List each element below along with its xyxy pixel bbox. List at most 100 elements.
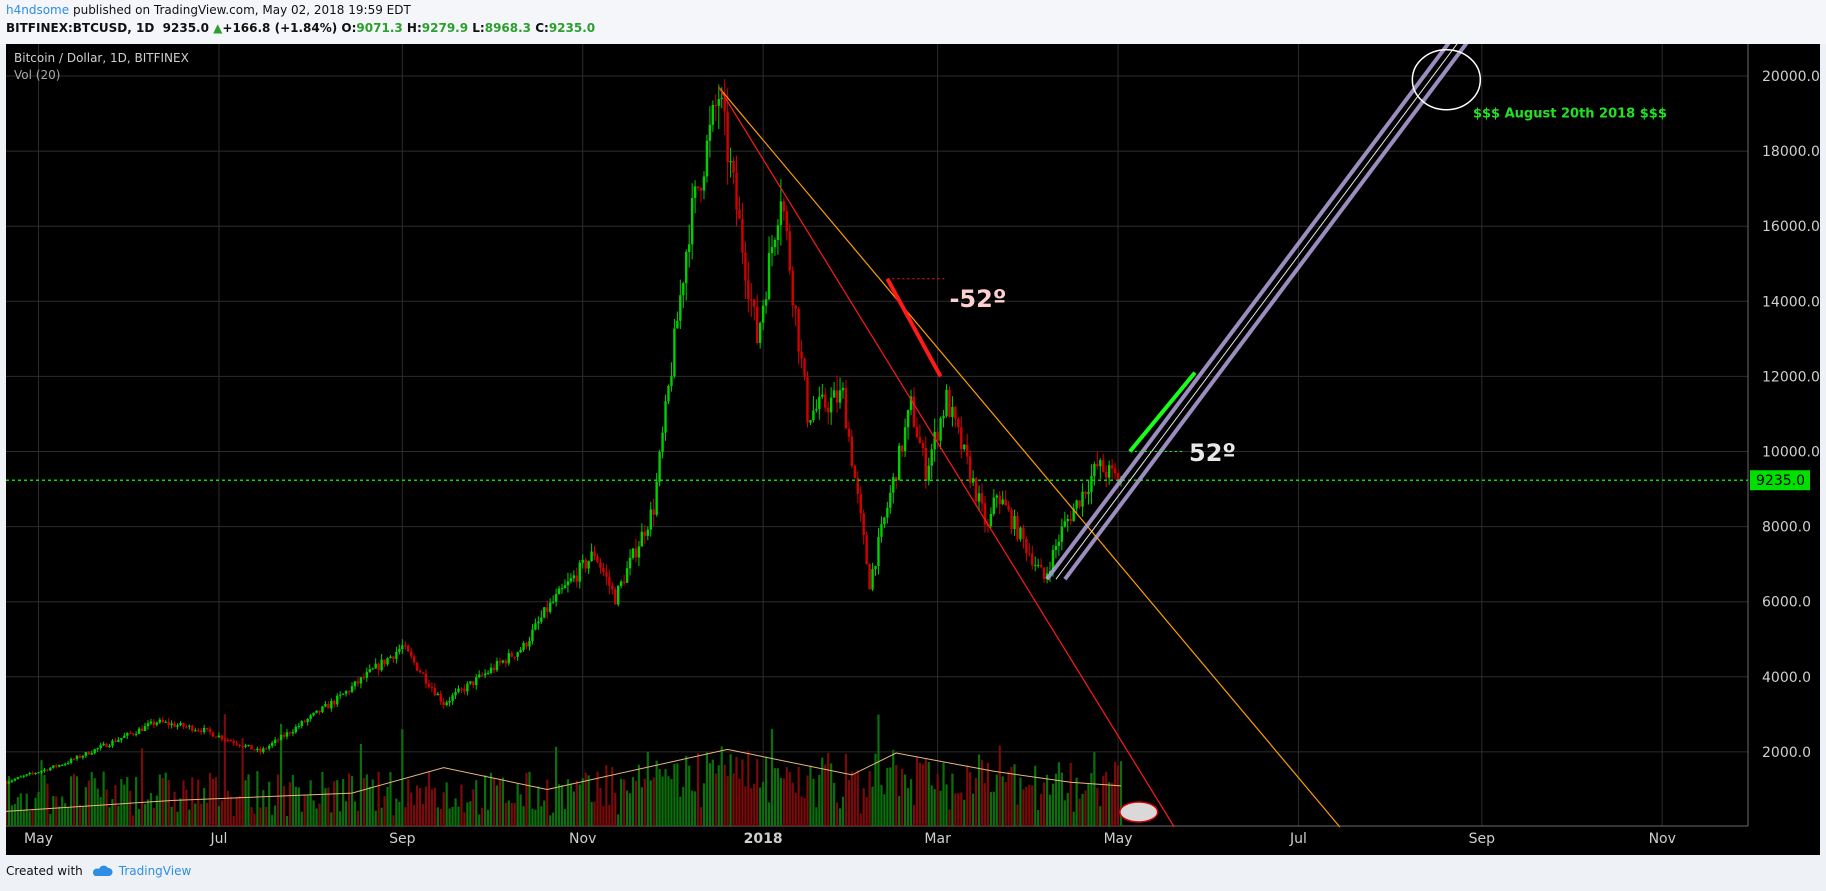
volume-bar [365, 774, 368, 826]
volume-bar [268, 781, 271, 826]
candle-body [179, 723, 182, 726]
candle-body [753, 299, 756, 307]
candle-body [1013, 515, 1016, 530]
candle-body [75, 755, 79, 760]
volume-bar [362, 777, 365, 826]
volume-bar [99, 797, 102, 826]
candle-body [34, 772, 37, 774]
candle-body [682, 283, 685, 296]
volume-bar [883, 794, 886, 826]
candle-body [723, 97, 726, 112]
candle-body [963, 444, 966, 450]
volume-bar [350, 775, 354, 826]
candle-body [602, 567, 605, 573]
candle-body [1113, 468, 1117, 474]
candle-body [199, 730, 203, 732]
volume-bar [58, 806, 61, 826]
candle-body [649, 509, 652, 530]
candle-body [327, 704, 330, 709]
volume-bar [481, 807, 484, 826]
candle-body [412, 656, 416, 663]
volume-bar [540, 806, 543, 826]
candle-body [339, 694, 342, 696]
volume-bar [1081, 793, 1084, 826]
volume-bar [738, 778, 741, 826]
volume-bar [667, 776, 670, 826]
candle-body [918, 437, 922, 444]
candle-body [1060, 526, 1064, 542]
volume-bar [271, 814, 274, 826]
volume-bar [342, 779, 345, 826]
volume-bar [386, 786, 389, 826]
candle-body [741, 218, 744, 253]
volume-bar [815, 807, 818, 826]
candle-body [93, 749, 96, 754]
volume-bar [685, 755, 688, 826]
volume-bar [830, 763, 833, 826]
candle-body [259, 748, 262, 753]
candle-body [1116, 473, 1120, 482]
candle-body [983, 503, 987, 525]
volume-bar [416, 785, 419, 826]
candle-body [43, 769, 46, 771]
volume-bar [865, 797, 868, 826]
volume-bar [1034, 765, 1037, 826]
candle-body [182, 723, 185, 727]
candle-body [625, 568, 629, 583]
volume-bar [800, 796, 803, 826]
volume-bar [661, 776, 664, 826]
volume-bar [886, 767, 889, 826]
volume-bar [262, 790, 265, 826]
volume-bar [1087, 783, 1090, 826]
volume-bar [1072, 811, 1075, 826]
candle-body [708, 124, 712, 141]
candle-body [522, 642, 525, 650]
volume-bar [522, 806, 525, 826]
candle-body [1078, 500, 1081, 507]
volume-bar [880, 785, 883, 826]
candle-body [868, 564, 871, 590]
volume-bar [285, 815, 289, 826]
candle-body [205, 727, 209, 729]
tradingview-link[interactable]: TradingView [118, 864, 192, 878]
candle-body [415, 662, 419, 671]
volume-bar [401, 729, 404, 826]
candle-body [87, 752, 91, 755]
volume-bar [93, 778, 96, 826]
volume-bar [291, 774, 294, 826]
volume-bar [327, 787, 330, 826]
volume-bar [135, 776, 138, 826]
volume-bar [274, 805, 277, 826]
author-link[interactable]: h4ndsome [6, 3, 70, 17]
volume-bar [945, 784, 948, 826]
volume-bar [791, 782, 794, 826]
candle-body [758, 322, 762, 344]
volume-bar [203, 787, 206, 826]
candle-body [581, 559, 584, 563]
volume-bar [442, 792, 445, 826]
candle-body [120, 737, 123, 740]
candle-body [838, 390, 842, 403]
candle-body [389, 656, 392, 659]
price-chart[interactable]: 20000.0 18000.0 16000.0 14000.0 12000.0 10000… [6, 44, 1820, 855]
volume-bar [818, 774, 821, 826]
candle-body [906, 410, 910, 428]
volume-bar [528, 771, 531, 826]
candle-body [732, 161, 735, 173]
candle-body [31, 773, 34, 775]
volume-bar [560, 785, 564, 826]
candle-body [25, 774, 28, 776]
candle-body [903, 427, 907, 452]
volume-bar [1019, 777, 1022, 826]
y-tick-label: 14000.0 [1762, 294, 1820, 310]
candle-body [398, 649, 401, 652]
candle-body [383, 659, 386, 665]
candle-body [1099, 460, 1102, 467]
volume-bar [206, 802, 209, 826]
candle-body [137, 728, 141, 734]
volume-bar [52, 796, 55, 826]
candle-body [1051, 550, 1055, 571]
chart-panel[interactable]: 20000.0 18000.0 16000.0 14000.0 12000.0 10000… [6, 44, 1820, 855]
volume-bar [960, 792, 963, 826]
volume-bar [744, 786, 747, 826]
